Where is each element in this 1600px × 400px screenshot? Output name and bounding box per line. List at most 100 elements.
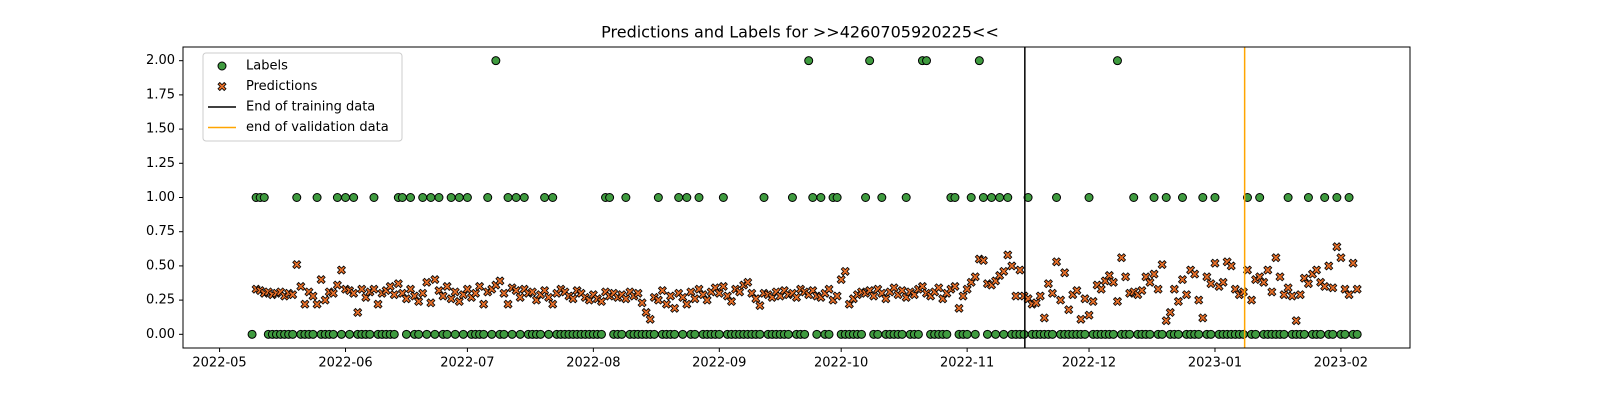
prediction-point <box>568 294 578 304</box>
prediction-point <box>714 288 724 298</box>
label-point <box>596 329 606 339</box>
prediction-point <box>832 291 842 301</box>
label-point <box>617 329 627 339</box>
prediction-point <box>1165 307 1175 317</box>
label-point <box>783 329 793 339</box>
label-point <box>694 193 704 202</box>
x-tick-label: 2022-05 <box>192 356 246 371</box>
prediction-point <box>1275 272 1285 282</box>
prediction-point <box>1096 284 1106 294</box>
label-point <box>913 329 923 339</box>
label-point <box>982 329 992 339</box>
legend-label: End of training data <box>246 100 375 115</box>
prediction-point <box>999 266 1009 276</box>
label-point <box>1149 193 1159 202</box>
prediction-point <box>735 287 745 297</box>
label-point <box>1238 329 1248 339</box>
prediction-point <box>1352 284 1362 294</box>
label-point <box>816 193 826 202</box>
label-point <box>978 193 988 202</box>
prediction-point <box>479 299 489 309</box>
prediction-point <box>1088 296 1098 307</box>
label-point <box>808 193 818 202</box>
y-tick-label: 0.50 <box>146 258 175 273</box>
label-point <box>1173 329 1183 339</box>
label-point <box>922 56 932 66</box>
prediction-point <box>1084 310 1094 320</box>
prediction-point <box>1173 296 1183 307</box>
label-point <box>970 329 980 339</box>
label-point <box>479 329 489 339</box>
x-tick-label: 2022-08 <box>566 356 620 371</box>
label-point <box>1198 193 1208 202</box>
prediction-point <box>320 295 330 305</box>
label-point <box>966 193 976 202</box>
label-point <box>1340 329 1350 339</box>
prediction-point <box>726 296 737 307</box>
prediction-point <box>405 284 416 294</box>
prediction-point <box>296 281 306 291</box>
prediction-point <box>430 275 440 285</box>
prediction-point <box>1218 277 1228 287</box>
prediction-point <box>454 296 464 307</box>
label-point <box>458 329 468 339</box>
label-point <box>974 56 984 66</box>
label-point <box>511 193 521 202</box>
prediction-point <box>373 299 383 309</box>
label-point <box>332 193 342 202</box>
label-point <box>1303 193 1313 202</box>
label-point <box>1080 329 1090 339</box>
label-point <box>414 329 424 339</box>
label-point <box>341 193 351 202</box>
prediction-point <box>1348 258 1358 268</box>
prediction-point <box>950 281 960 291</box>
legend-label: Labels <box>246 59 288 74</box>
label-point <box>718 193 728 202</box>
prediction-point <box>450 287 460 297</box>
prediction-point <box>1295 290 1305 300</box>
prediction-point <box>475 281 485 291</box>
label-point <box>877 193 887 202</box>
label-point <box>515 329 525 339</box>
label-point <box>336 329 346 339</box>
label-point <box>1019 329 1029 339</box>
prediction-point <box>1324 261 1334 271</box>
label-point <box>247 329 257 339</box>
legend-label: end of validation data <box>246 120 389 135</box>
prediction-point <box>678 292 688 302</box>
label-point <box>649 329 659 339</box>
prediction-point <box>840 266 850 276</box>
chart-title: Predictions and Labels for >>42607059202… <box>601 23 999 42</box>
y-tick-label: 2.00 <box>146 53 175 68</box>
prediction-point <box>1190 269 1200 279</box>
label-point <box>1047 329 1057 339</box>
x-tick-label: 2022-10 <box>814 356 868 371</box>
label-point <box>418 193 428 202</box>
prediction-point <box>702 295 712 305</box>
prediction-point <box>934 283 944 293</box>
label-point <box>1052 193 1062 202</box>
label-point <box>1084 193 1094 202</box>
label-point <box>991 329 1001 339</box>
prediction-point <box>1153 284 1163 294</box>
label-point <box>787 193 797 202</box>
label-point <box>1279 329 1289 339</box>
y-tick-label: 1.75 <box>146 87 175 102</box>
prediction-point <box>527 287 537 297</box>
label-point <box>540 193 550 202</box>
label-point <box>621 193 631 202</box>
prediction-point <box>1320 281 1330 291</box>
label-point <box>804 56 814 66</box>
label-point <box>259 193 269 202</box>
prediction-point <box>1149 269 1159 279</box>
label-point <box>312 193 322 202</box>
prediction-point <box>438 291 448 301</box>
label-point <box>1255 193 1265 202</box>
prediction-point <box>1031 298 1041 308</box>
y-tick-label: 0.25 <box>146 293 175 308</box>
prediction-point <box>1242 265 1253 275</box>
label-point <box>519 193 529 202</box>
prediction-point <box>661 299 672 309</box>
prediction-point <box>385 281 395 291</box>
prediction-point <box>686 287 696 297</box>
